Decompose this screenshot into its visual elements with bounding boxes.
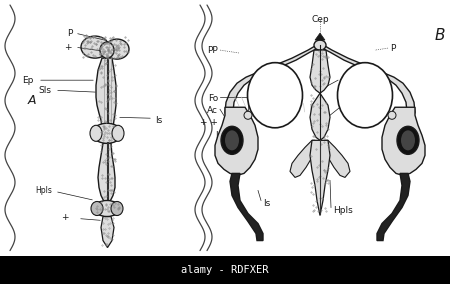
Text: SIs: SIs [342,103,355,112]
Polygon shape [225,43,320,122]
Polygon shape [320,43,415,122]
Ellipse shape [81,36,109,58]
Text: Is: Is [155,116,162,125]
Text: + +: + + [200,118,218,127]
Polygon shape [230,174,263,241]
Text: PP: PP [207,46,218,55]
Text: Is: Is [263,199,270,208]
Ellipse shape [338,63,392,128]
Text: B: B [435,28,446,43]
Ellipse shape [105,39,129,59]
Polygon shape [215,107,258,176]
Polygon shape [310,50,330,93]
Text: +: + [61,213,69,222]
Text: Ac: Ac [207,106,218,115]
Polygon shape [377,174,410,241]
Text: SIs: SIs [38,86,51,95]
Text: +: + [64,43,72,52]
Ellipse shape [221,126,243,154]
Ellipse shape [112,125,124,141]
Text: P: P [67,29,72,37]
Text: alamy - RDFXER: alamy - RDFXER [181,265,269,275]
Text: Cep: Cep [311,15,329,24]
Polygon shape [310,93,330,140]
Text: I: I [216,131,218,140]
Ellipse shape [397,126,419,154]
Polygon shape [98,143,115,206]
Text: Lg: Lg [340,76,351,85]
Text: A: A [28,94,36,107]
Polygon shape [96,58,116,130]
Polygon shape [325,140,350,178]
Ellipse shape [92,123,122,143]
Text: HpIs: HpIs [333,206,353,215]
Ellipse shape [100,42,114,58]
Polygon shape [310,140,330,216]
Polygon shape [290,140,315,178]
Ellipse shape [91,201,103,216]
Ellipse shape [401,130,415,150]
Text: Fo: Fo [208,94,218,103]
Ellipse shape [314,40,326,50]
Ellipse shape [225,130,239,150]
Text: P: P [390,44,396,53]
Polygon shape [101,216,114,248]
Ellipse shape [90,125,102,141]
Ellipse shape [244,111,252,119]
Ellipse shape [111,201,123,216]
Ellipse shape [94,201,120,216]
Polygon shape [315,33,325,40]
Ellipse shape [388,111,396,119]
Text: HpIs: HpIs [35,186,52,195]
Ellipse shape [248,63,302,128]
Polygon shape [382,107,425,176]
Text: Ep: Ep [22,76,33,85]
